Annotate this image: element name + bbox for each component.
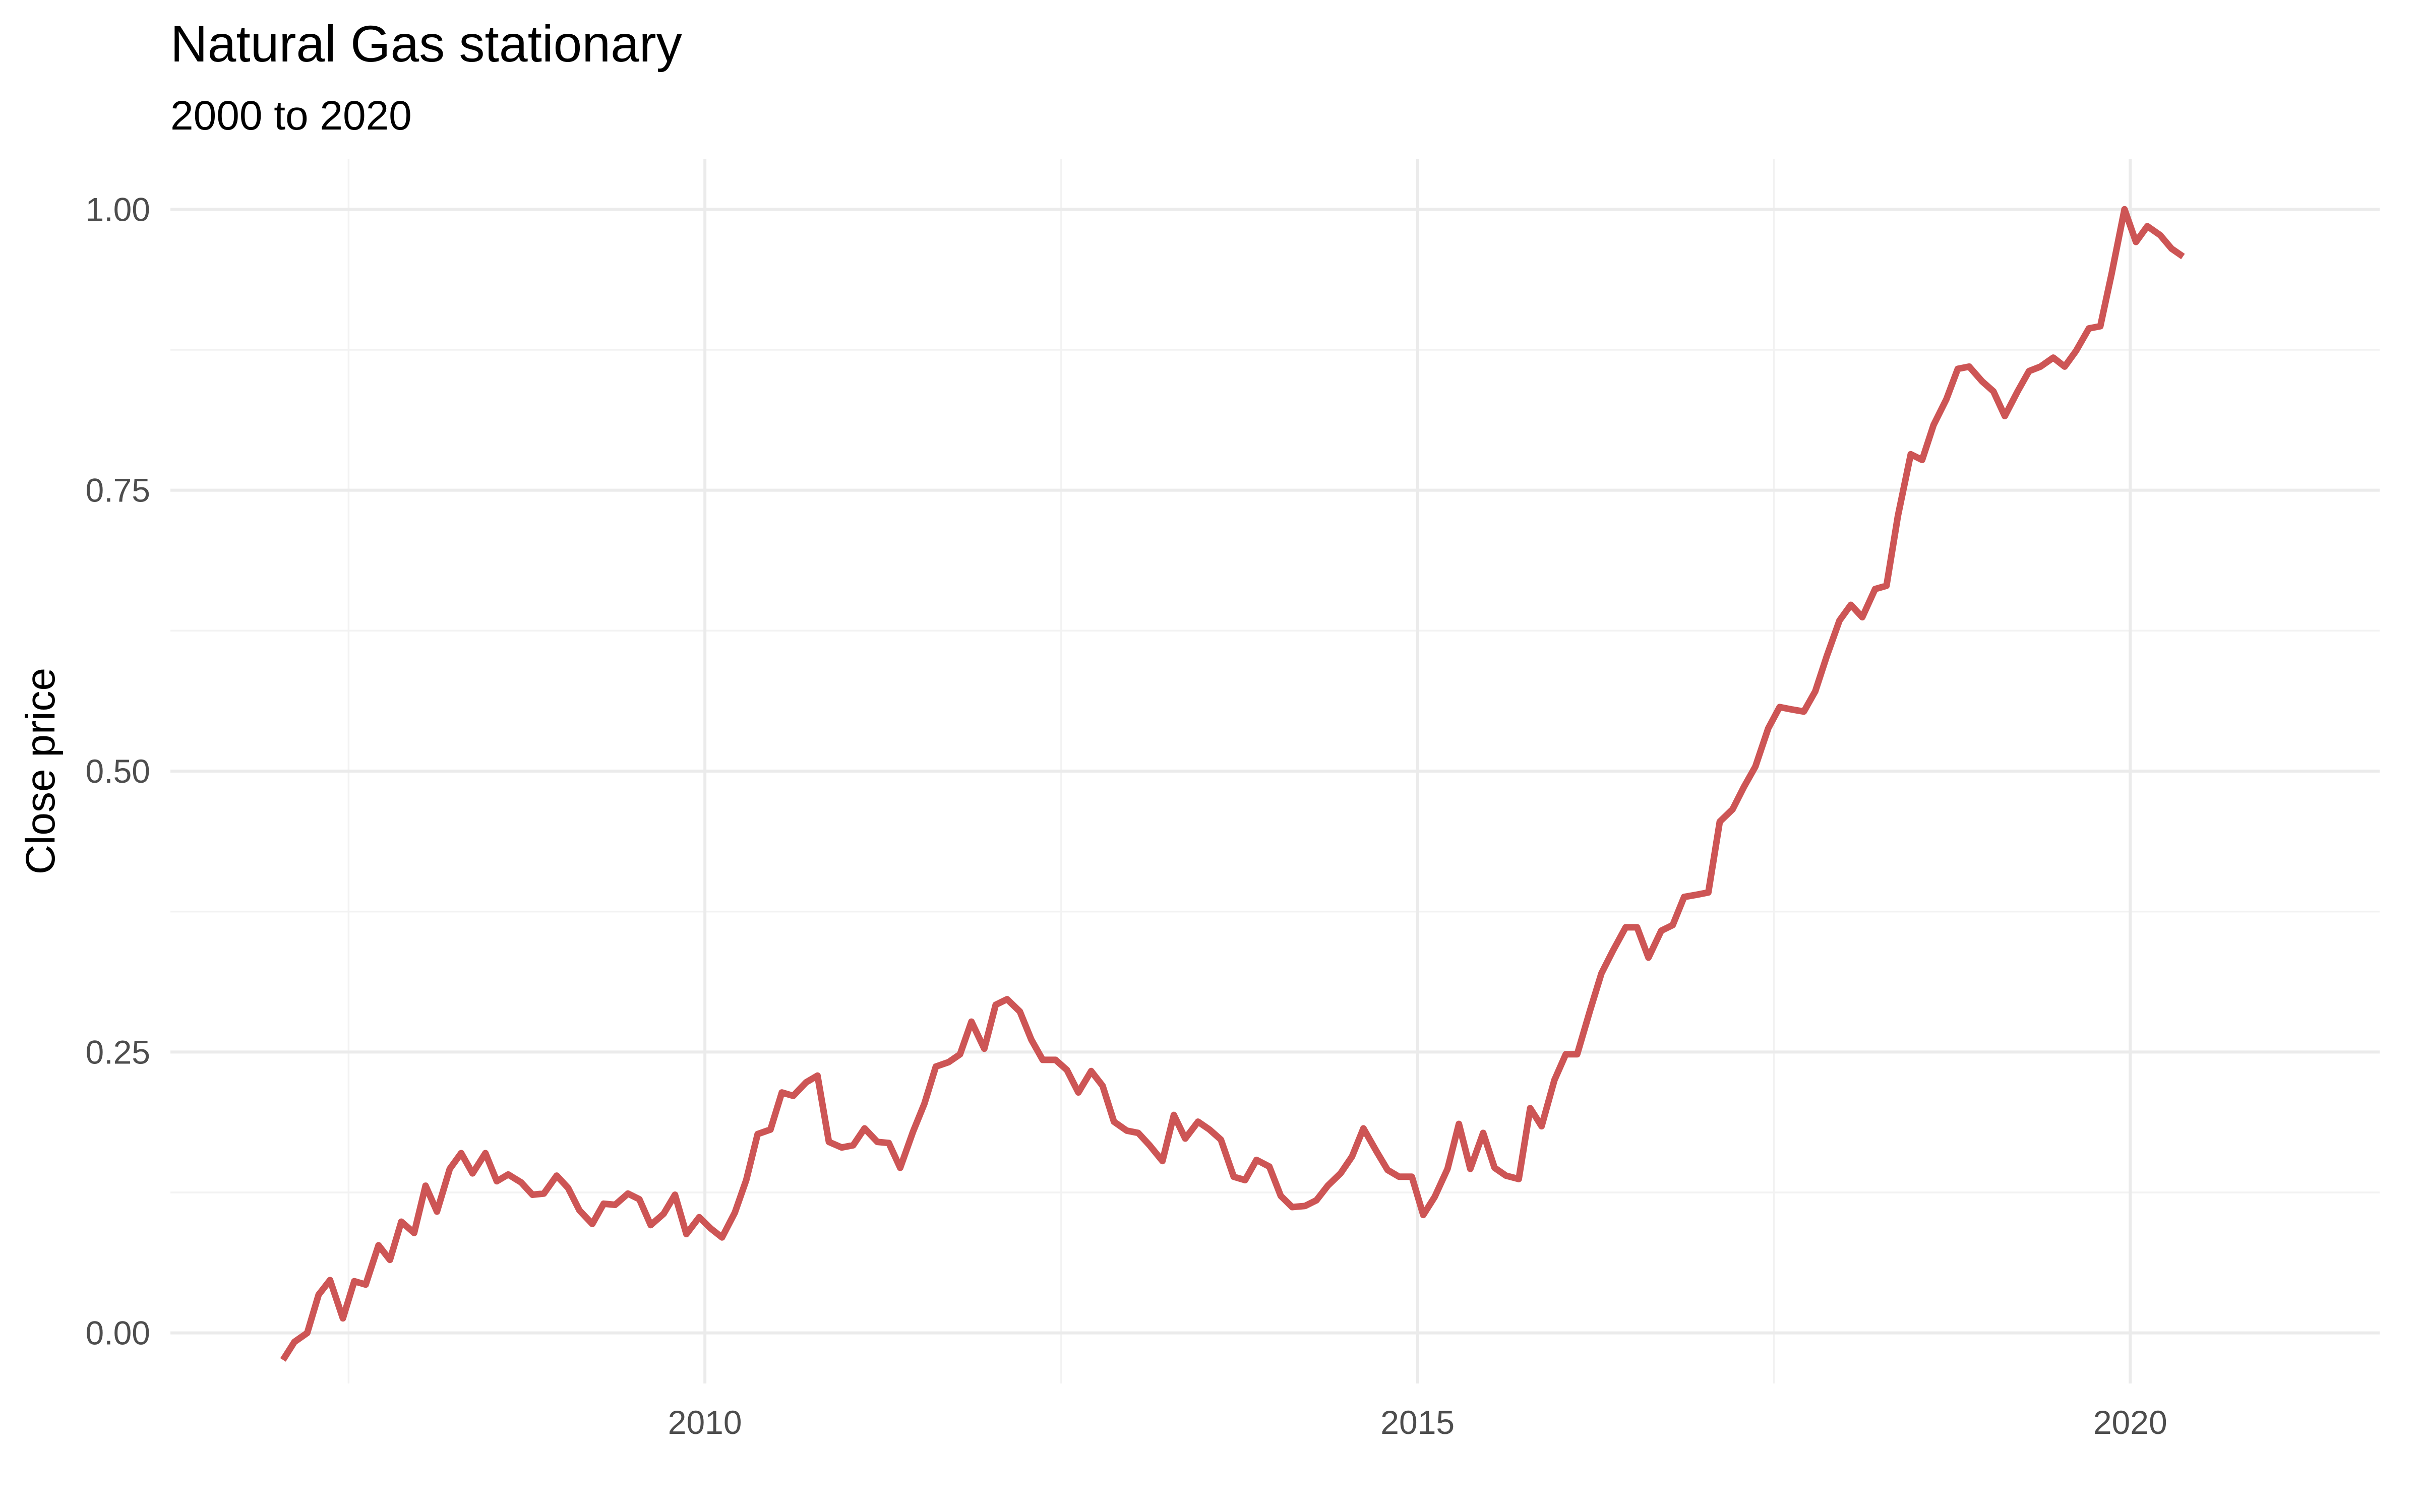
- y-tick-label: 0.50: [86, 752, 150, 790]
- x-tick-label: 2015: [1380, 1404, 1455, 1441]
- x-tick-label: 2010: [668, 1404, 742, 1441]
- y-tick-label: 0.00: [86, 1314, 150, 1352]
- y-tick-label: 0.75: [86, 472, 150, 509]
- y-axis-title: Close price: [18, 668, 64, 874]
- chart-title: Natural Gas stationary: [170, 15, 682, 73]
- y-axis-tick-labels: 0.00 0.25 0.50 0.75 1.00: [86, 191, 150, 1351]
- y-tick-label: 0.25: [86, 1033, 150, 1070]
- x-axis-tick-labels: 2010 2015 2020: [668, 1404, 2167, 1441]
- chart-subtitle: 2000 to 2020: [170, 93, 412, 139]
- major-gridlines: [170, 159, 2380, 1383]
- series-line-close-price: [280, 206, 2185, 1362]
- x-tick-label: 2020: [2093, 1404, 2167, 1441]
- y-tick-label: 1.00: [86, 191, 150, 228]
- series-layer: [280, 206, 2185, 1362]
